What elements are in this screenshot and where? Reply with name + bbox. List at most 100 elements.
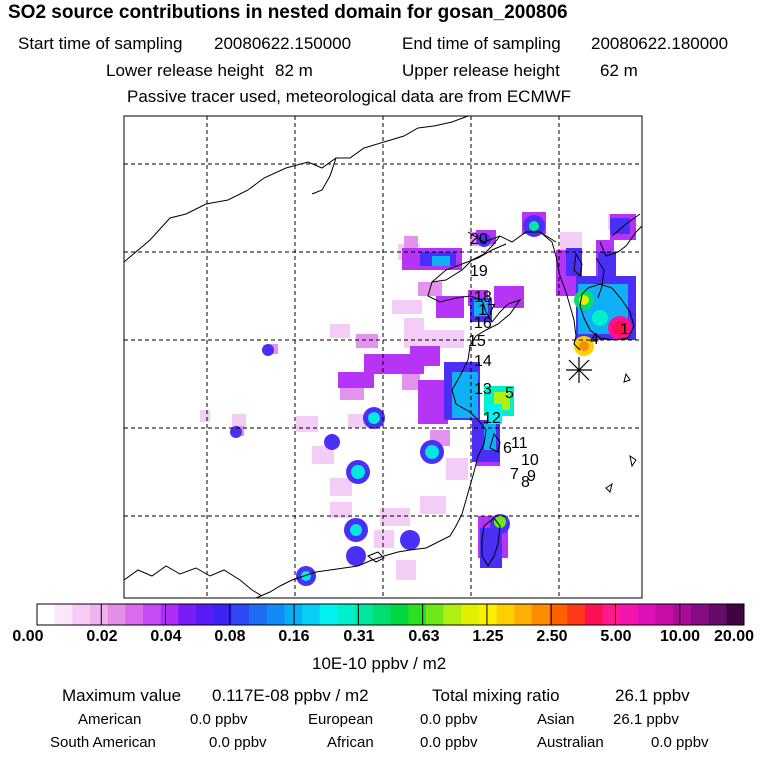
- colorbar-swatch: [319, 604, 338, 625]
- region-value: 0.0 ppbv: [190, 711, 248, 728]
- source-label: 13: [474, 381, 492, 398]
- colorbar-swatch: [567, 604, 586, 625]
- colorbar-tick-label: 5.00: [600, 628, 632, 645]
- region-value: 26.1 ppbv: [613, 711, 679, 728]
- source-label: 8: [521, 474, 530, 491]
- region-value: 0.0 ppbv: [651, 734, 709, 751]
- source-label: 17: [478, 302, 496, 319]
- receptor-asterisk-marker: [566, 357, 592, 383]
- model-note: Passive tracer used, meteorological data…: [127, 87, 572, 106]
- source-label: 5: [505, 385, 514, 402]
- colorbar-tick-label: 0.31: [343, 628, 375, 645]
- colorbar-tick-label: 0.08: [214, 628, 246, 645]
- colorbar-tick-label: 0.63: [408, 628, 440, 645]
- map-frame: [123, 115, 643, 599]
- plume-cyan: [301, 221, 628, 581]
- colorbar-swatch: [90, 604, 109, 625]
- colorbar-swatch: [125, 604, 144, 625]
- region-name: American: [78, 711, 142, 728]
- source-label: 4: [590, 331, 599, 348]
- colorbar-swatch: [620, 604, 639, 625]
- max-value-label: Maximum value: [62, 686, 182, 705]
- colorbar-swatch: [461, 604, 480, 625]
- colorbar-swatch: [673, 604, 692, 625]
- colorbar-swatch: [37, 604, 56, 625]
- region-name: Australian: [537, 734, 604, 751]
- colorbar-swatch: [425, 604, 444, 625]
- source-label: 7: [510, 466, 519, 483]
- colorbar-swatch: [496, 604, 515, 625]
- source-label: 1: [620, 321, 629, 338]
- colorbar-swatch: [196, 604, 215, 625]
- source-label: 11: [511, 435, 528, 452]
- region-value: 0.0 ppbv: [209, 734, 267, 751]
- source-label: 20: [470, 231, 488, 248]
- upper-release-label: Upper release height: [402, 61, 560, 80]
- colorbar-swatch: [531, 604, 550, 625]
- colorbar-swatch: [443, 604, 462, 625]
- source-label: 15: [468, 333, 486, 350]
- colorbar-swatch: [160, 604, 179, 625]
- colorbar-swatch: [690, 604, 710, 625]
- source-label: 10: [521, 452, 539, 469]
- source-label: 12: [483, 410, 501, 427]
- source-label: 18: [474, 289, 492, 306]
- colorbar-tick-lines: [100, 604, 681, 625]
- max-value: 0.117E-08 ppbv / m2: [212, 686, 369, 705]
- colorbar-swatch: [478, 604, 497, 625]
- colorbar-swatch: [602, 604, 621, 625]
- source-label: 6: [503, 440, 512, 457]
- source-label: 9: [527, 468, 536, 485]
- colorbar-swatch: [372, 604, 391, 625]
- source-label: 14: [474, 353, 492, 370]
- colorbar-tick-label: 20.00: [713, 628, 755, 645]
- colorbar-swatch: [584, 604, 603, 625]
- colorbar-swatch: [143, 604, 162, 625]
- end-time-value: 20080622.180000: [591, 34, 729, 53]
- colorbar-tick-label: 0.04: [150, 628, 182, 645]
- colorbar-swatch: [708, 604, 727, 625]
- colorbar-swatch: [107, 604, 126, 625]
- coastlines: [124, 116, 642, 598]
- colorbar-swatch: [266, 604, 285, 625]
- total-mixing-label: Total mixing ratio: [432, 686, 560, 705]
- source-label: 16: [474, 315, 492, 332]
- colorbar: [37, 604, 745, 625]
- colorbar-swatch: [284, 604, 303, 625]
- colorbar-unit: 10E-10 ppbv / m2: [312, 654, 447, 673]
- colorbar-swatch: [213, 604, 232, 625]
- colorbar-swatch: [514, 604, 533, 625]
- colorbar-swatch: [637, 604, 657, 625]
- region-name: South American: [50, 734, 156, 751]
- colorbar-swatch: [549, 604, 568, 625]
- upper-release-value: 62 m: [600, 61, 638, 80]
- plume-hot: [484, 290, 632, 424]
- colorbar-tick-label: 0.00: [12, 628, 44, 645]
- lower-release-label: Lower release height: [106, 61, 264, 80]
- colorbar-tick-label: 10.00: [659, 628, 701, 645]
- colorbar-swatch: [337, 604, 356, 625]
- total-mixing-value: 26.1 ppbv: [615, 686, 690, 705]
- colorbar-tick-label: 1.25: [472, 628, 504, 645]
- colorbar-frame: [36, 603, 745, 626]
- colorbar-swatch: [178, 604, 197, 625]
- region-name: European: [308, 711, 374, 728]
- lower-release-value: 82 m: [275, 61, 313, 80]
- colorbar-swatch: [726, 604, 745, 625]
- colorbar-swatch: [72, 604, 91, 625]
- region-value: 0.0 ppbv: [420, 711, 478, 728]
- colorbar-swatch: [231, 604, 250, 625]
- colorbar-swatch: [355, 604, 374, 625]
- grid-lines: [124, 116, 642, 598]
- colorbar-swatch: [390, 604, 409, 625]
- start-time-label: Start time of sampling: [18, 34, 183, 53]
- colorbar-swatch: [408, 604, 427, 625]
- region-value: 0.0 ppbv: [420, 734, 478, 751]
- region-name: African: [327, 734, 374, 751]
- end-time-label: End time of sampling: [402, 34, 561, 53]
- region-name: Asian: [537, 711, 575, 728]
- colorbar-tick-label: 0.16: [278, 628, 310, 645]
